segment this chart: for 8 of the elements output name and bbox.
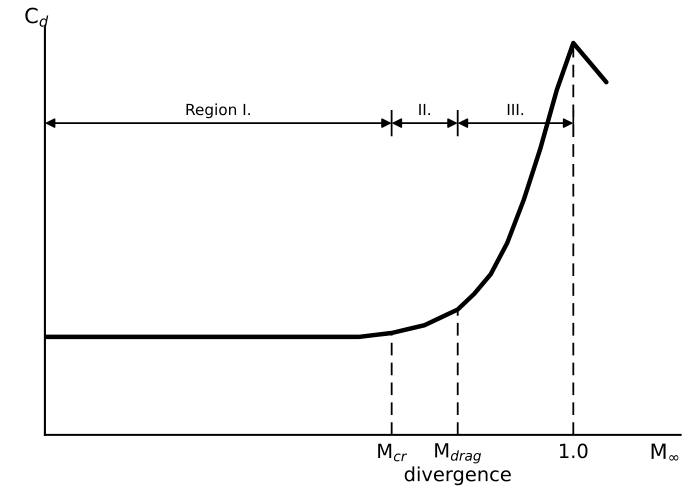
y-axis-title: C$_{d}$ — [25, 8, 48, 27]
annotation: II. — [419, 104, 430, 116]
x-tick-label: 1.0 — [560, 444, 588, 458]
x-tick-label: M$_{drag}$ divergence — [404, 443, 511, 486]
annotation: III. — [508, 104, 524, 116]
x-axis-title: M$_{∞}$ — [652, 444, 678, 461]
x-tick-label: M$_{cr}$ — [378, 444, 408, 462]
annotation: Region I. — [186, 103, 250, 118]
